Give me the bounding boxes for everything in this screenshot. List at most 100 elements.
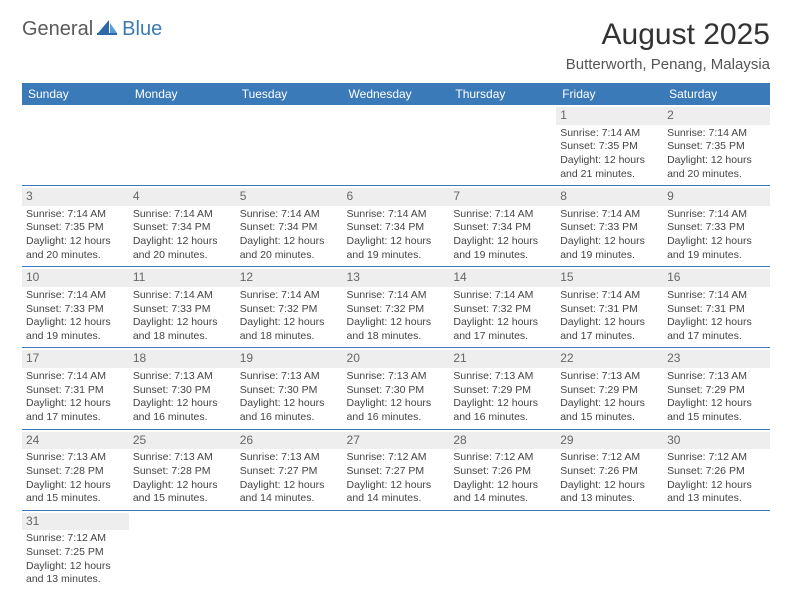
day-info-line: Sunset: 7:33 PM [133,303,232,317]
calendar-day-cell [343,510,450,591]
day-info-line: Daylight: 12 hours [133,479,232,493]
calendar-day-cell [129,105,236,186]
day-info-line: Sunset: 7:25 PM [26,546,125,560]
day-info-line: and 19 minutes. [453,249,552,263]
calendar-day-cell: 29Sunrise: 7:12 AMSunset: 7:26 PMDayligh… [556,429,663,510]
day-number: 29 [556,432,663,450]
calendar-week-row: 31Sunrise: 7:12 AMSunset: 7:25 PMDayligh… [22,510,770,591]
day-number: 19 [236,350,343,368]
day-info-line: Daylight: 12 hours [347,397,446,411]
day-info-line: and 20 minutes. [133,249,232,263]
calendar-day-cell: 25Sunrise: 7:13 AMSunset: 7:28 PMDayligh… [129,429,236,510]
day-info-line: and 19 minutes. [26,330,125,344]
calendar-day-cell [449,105,556,186]
day-info-line: and 20 minutes. [667,168,766,182]
day-number: 5 [236,188,343,206]
day-info-line: Daylight: 12 hours [26,235,125,249]
calendar-day-cell: 2Sunrise: 7:14 AMSunset: 7:35 PMDaylight… [663,105,770,186]
calendar-day-cell: 15Sunrise: 7:14 AMSunset: 7:31 PMDayligh… [556,267,663,348]
day-info-line: Daylight: 12 hours [133,397,232,411]
calendar-day-cell: 18Sunrise: 7:13 AMSunset: 7:30 PMDayligh… [129,348,236,429]
day-info-line: and 20 minutes. [26,249,125,263]
day-info-line: Sunrise: 7:14 AM [347,289,446,303]
day-info-line: and 13 minutes. [26,573,125,587]
calendar-day-cell: 10Sunrise: 7:14 AMSunset: 7:33 PMDayligh… [22,267,129,348]
day-number: 24 [22,432,129,450]
sail-icon [96,18,118,41]
day-info-line: Sunrise: 7:14 AM [667,127,766,141]
day-info-line: and 18 minutes. [240,330,339,344]
day-info-line: Sunrise: 7:14 AM [667,289,766,303]
day-info-line: Sunrise: 7:13 AM [133,370,232,384]
day-info-line: Sunrise: 7:14 AM [240,208,339,222]
day-info-line: and 14 minutes. [347,492,446,506]
day-info-line: Sunrise: 7:12 AM [667,451,766,465]
calendar-day-cell: 30Sunrise: 7:12 AMSunset: 7:26 PMDayligh… [663,429,770,510]
day-info-line: Sunset: 7:34 PM [347,221,446,235]
calendar-day-cell [236,510,343,591]
calendar-day-cell: 31Sunrise: 7:12 AMSunset: 7:25 PMDayligh… [22,510,129,591]
calendar-day-cell: 11Sunrise: 7:14 AMSunset: 7:33 PMDayligh… [129,267,236,348]
calendar-week-row: 17 Sunrise: 7:14 AMSunset: 7:31 PM Dayligh… [22,348,770,429]
day-info-line: Sunset: 7:30 PM [240,384,339,398]
day-number: 17 [22,350,129,368]
day-number: 8 [556,188,663,206]
calendar-day-cell: 1Sunrise: 7:14 AMSunset: 7:35 PMDaylight… [556,105,663,186]
calendar-day-cell: 19Sunrise: 7:13 AMSunset: 7:30 PMDayligh… [236,348,343,429]
day-info-line: Sunset: 7:34 PM [240,221,339,235]
day-info-line: Daylight: 12 hours [347,316,446,330]
day-info-line: Daylight: 12 hours [240,397,339,411]
calendar-day-cell [449,510,556,591]
day-info-line: Daylight: 12 hours [453,235,552,249]
day-info-line: Sunset: 7:31 PM [26,384,125,398]
calendar-day-cell: 21Sunrise: 7:13 AMSunset: 7:29 PMDayligh… [449,348,556,429]
day-info-line: Sunrise: 7:14 AM [26,370,125,384]
day-number: 10 [22,269,129,287]
day-info-line: Sunset: 7:26 PM [453,465,552,479]
calendar-day-cell: 7Sunrise: 7:14 AMSunset: 7:34 PMDaylight… [449,186,556,267]
day-number: 11 [129,269,236,287]
day-number: 23 [663,350,770,368]
day-info-line: Daylight: 12 hours [453,479,552,493]
day-info-line: Sunset: 7:35 PM [26,221,125,235]
weekday-header: Wednesday [343,83,450,105]
day-info-line: and 18 minutes. [347,330,446,344]
calendar-week-row: 10Sunrise: 7:14 AMSunset: 7:33 PMDayligh… [22,267,770,348]
day-info-line: Sunrise: 7:12 AM [453,451,552,465]
calendar-week-row: 24Sunrise: 7:13 AMSunset: 7:28 PMDayligh… [22,429,770,510]
day-info-line: Daylight: 12 hours [240,479,339,493]
day-info-line: Daylight: 12 hours [347,479,446,493]
day-info-line: Daylight: 12 hours [133,316,232,330]
day-info-line: Sunset: 7:32 PM [453,303,552,317]
calendar-day-cell: 3Sunrise: 7:14 AMSunset: 7:35 PMDaylight… [22,186,129,267]
day-number: 9 [663,188,770,206]
logo-text-general: General [22,18,93,41]
day-info-line: Daylight: 12 hours [560,154,659,168]
calendar-day-cell [556,510,663,591]
day-info-line: Sunrise: 7:14 AM [347,208,446,222]
day-info-line: Sunrise: 7:13 AM [26,451,125,465]
day-info-line: Sunset: 7:29 PM [453,384,552,398]
day-info-line: Sunrise: 7:13 AM [560,370,659,384]
day-info-line: and 13 minutes. [667,492,766,506]
day-info-line: Daylight: 12 hours [240,316,339,330]
day-info-line: and 14 minutes. [240,492,339,506]
calendar-day-cell: 5Sunrise: 7:14 AMSunset: 7:34 PMDaylight… [236,186,343,267]
day-info-line: Daylight: 12 hours [667,479,766,493]
day-info-line: and 13 minutes. [560,492,659,506]
day-number: 22 [556,350,663,368]
calendar-day-cell: 14Sunrise: 7:14 AMSunset: 7:32 PMDayligh… [449,267,556,348]
calendar-day-cell [236,105,343,186]
calendar-day-cell: 17Sunrise: 7:14 AMSunset: 7:31 PMDayligh… [22,348,129,429]
calendar-day-cell [22,105,129,186]
day-info-line: Daylight: 12 hours [453,397,552,411]
logo: General Blue [22,18,162,41]
day-info-line: Sunrise: 7:12 AM [26,532,125,546]
day-info-line: Daylight: 12 hours [560,479,659,493]
day-info-line: Sunset: 7:34 PM [133,221,232,235]
day-info-line: Sunset: 7:30 PM [133,384,232,398]
day-info-line: Sunrise: 7:14 AM [26,289,125,303]
day-number: 16 [663,269,770,287]
day-number: 7 [449,188,556,206]
day-number: 2 [663,107,770,125]
